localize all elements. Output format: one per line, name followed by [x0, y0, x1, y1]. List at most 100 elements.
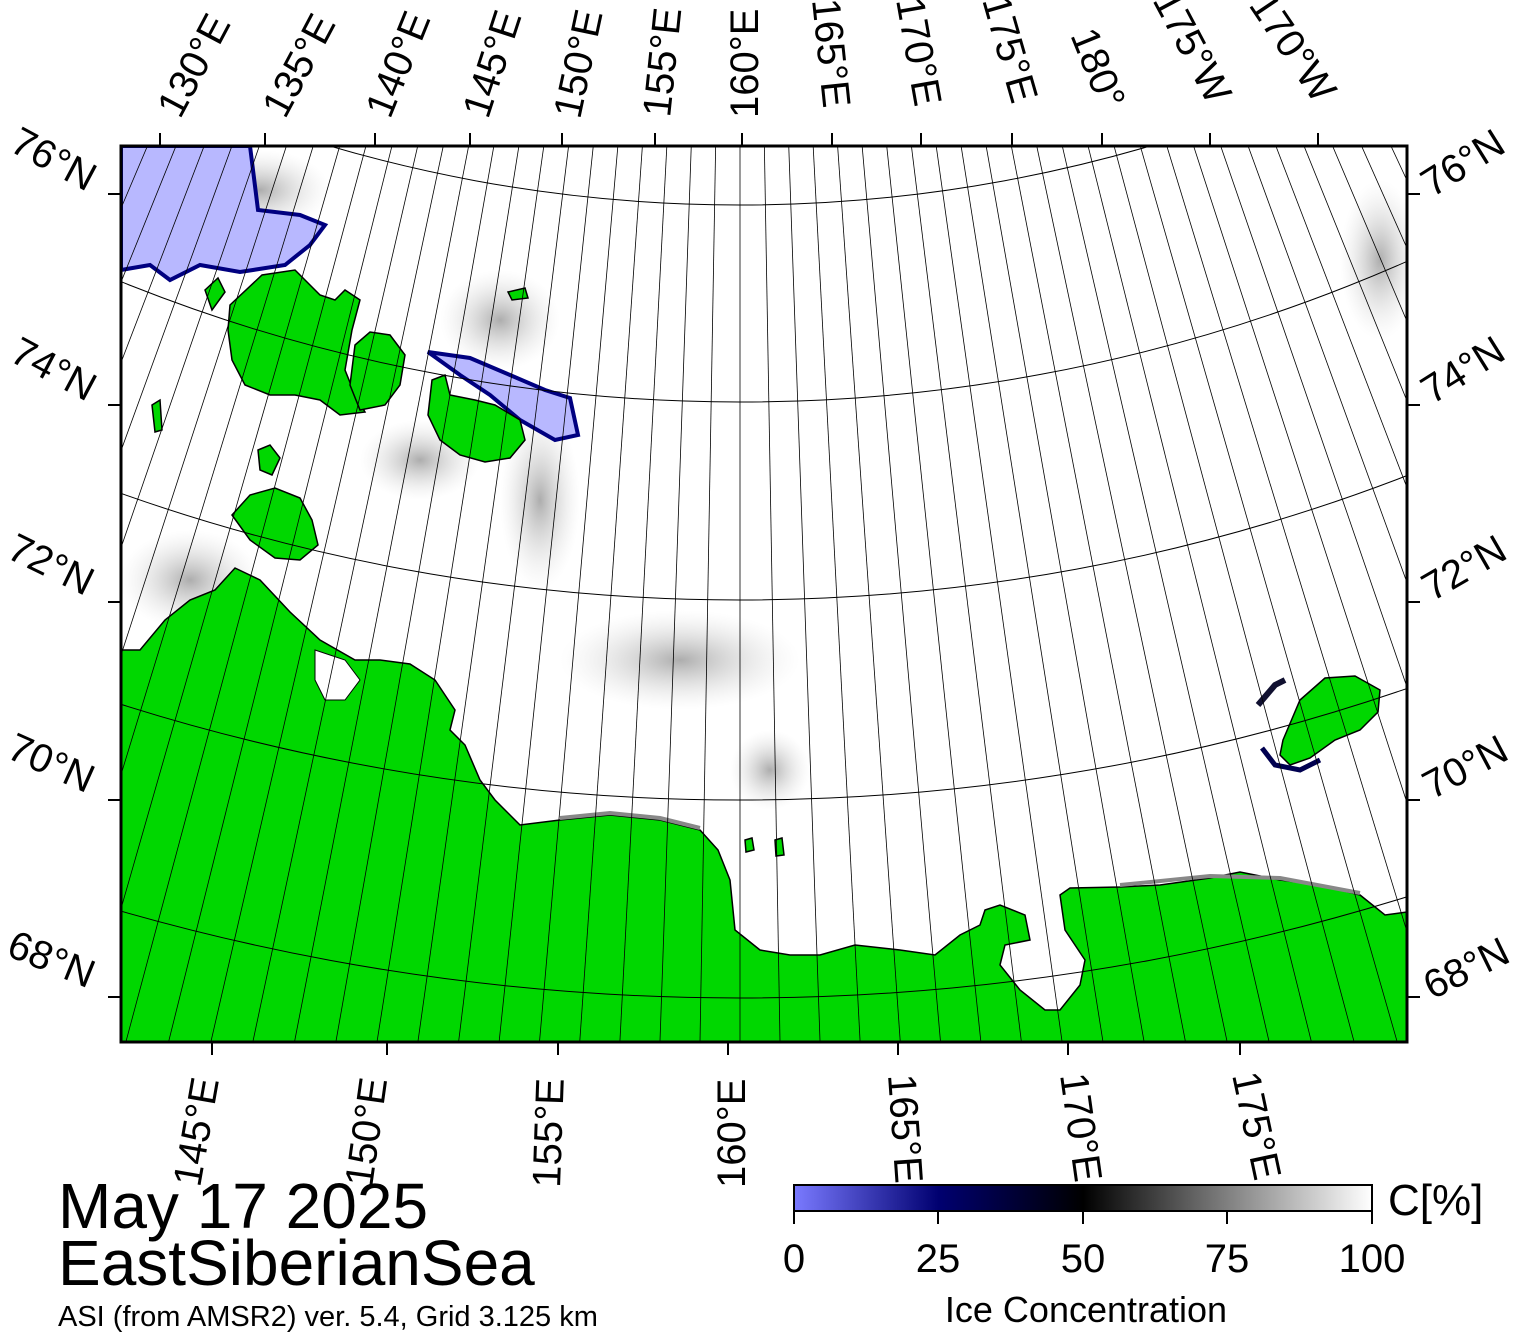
- meridian-line: [1113, 146, 1355, 1042]
- left-lat-label: 76°N: [4, 119, 104, 200]
- meridian-line: [1510, 0, 1527, 720]
- meridian-line: [911, 146, 1022, 1042]
- meridian-line: [1220, 146, 1407, 689]
- colorbar-tick: 75: [1205, 1237, 1250, 1281]
- left-lat-label: 68°N: [2, 923, 101, 997]
- top-lon-label: 140°E: [358, 5, 440, 123]
- meridian-line: [539, 146, 619, 1042]
- colorbar-unit: C[%]: [1388, 1176, 1483, 1225]
- right-lat-label: 68°N: [1417, 929, 1517, 1008]
- colorbar-tick: 0: [783, 1237, 805, 1281]
- meridian-line: [1139, 146, 1398, 1042]
- map-date: May 17 2025: [58, 1170, 428, 1242]
- bottom-lon-label: 165°E: [879, 1073, 931, 1185]
- top-lon-label: 135°E: [254, 7, 344, 124]
- top-lon-label: 175°E: [973, 0, 1045, 108]
- meridian-line: [458, 146, 569, 1042]
- map-region: EastSiberianSea: [58, 1227, 535, 1299]
- right-lat-label: 76°N: [1413, 121, 1512, 206]
- lyakhovsky-island-big: [231, 487, 319, 561]
- meridian-line: [1247, 146, 1407, 584]
- meridian-line: [1193, 146, 1407, 805]
- top-lon-label: 165°E: [803, 0, 858, 110]
- bottom-lon-label: 155°E: [525, 1077, 573, 1188]
- top-lon-label: 155°E: [635, 6, 690, 119]
- top-lon-label: 170°W: [1241, 0, 1345, 110]
- meridian-line: [1166, 146, 1407, 934]
- meridian-line: [121, 146, 287, 657]
- meridian-line: [886, 146, 982, 1042]
- tick-marks: [108, 133, 1420, 1055]
- colorbar-tick: 50: [1061, 1237, 1106, 1281]
- meridian-line: [1036, 146, 1228, 1042]
- meridian-line: [1439, 0, 1527, 823]
- right-lat-label: 72°N: [1415, 527, 1514, 610]
- meridian-line: [252, 146, 444, 1042]
- left-lat-label: 72°N: [1, 526, 101, 605]
- left-lat-label: 70°N: [1, 725, 101, 802]
- meridian-line: [1457, 0, 1527, 798]
- meridian-line: [788, 146, 821, 1042]
- meridian-line: [812, 146, 861, 1042]
- meridian-line: [935, 146, 1063, 1042]
- meridian-line: [0, 0, 41, 823]
- islet-4: [744, 837, 755, 853]
- meridian-line: [210, 146, 419, 1042]
- meridian-line: [579, 146, 643, 1042]
- top-longitude-labels: 130°E 135°E 140°E 145°E 150°E 155°E 160°…: [149, 0, 1344, 124]
- meridian-line: [1087, 146, 1312, 1042]
- meridian-line: [125, 146, 367, 1042]
- bay-inlet: [314, 649, 361, 701]
- meridian-line: [376, 146, 520, 1042]
- top-lon-label: 145°E: [455, 5, 531, 123]
- left-latitude-labels: 76°N 74°N 72°N 70°N 68°N: [1, 119, 103, 997]
- bottom-lon-label: 175°E: [1223, 1068, 1289, 1184]
- meridian-line: [121, 146, 260, 549]
- lyakhovsky-island-small: [257, 444, 281, 476]
- low-ice-region-2: [426, 350, 581, 443]
- meridian-line: [1010, 146, 1186, 1042]
- meridian-line: [0, 0, 23, 798]
- mainland-siberia: [121, 567, 1407, 1042]
- low-ice-region: [121, 146, 329, 283]
- meridian-line: [498, 146, 594, 1042]
- wrangel-island: [1279, 675, 1381, 766]
- top-lon-label: 170°E: [887, 0, 949, 109]
- islet-1: [204, 276, 226, 312]
- right-lat-label: 70°N: [1416, 727, 1516, 808]
- meridian-line: [0, 0, 5, 773]
- islet-2: [151, 398, 163, 433]
- meridian-line: [960, 146, 1104, 1042]
- top-lon-label: 180°: [1062, 22, 1134, 115]
- colorbar: 0 25 50 75 100 Ice Concentration C[%]: [783, 1176, 1483, 1330]
- meridian-line: [121, 146, 314, 777]
- meridian-line: [1421, 0, 1527, 847]
- right-lat-label: 74°N: [1413, 328, 1512, 413]
- meridian-line: [294, 146, 470, 1042]
- colorbar-tick: 25: [916, 1237, 961, 1281]
- meridian-line: [1061, 146, 1270, 1042]
- meridian-line: [1402, 0, 1527, 870]
- meridian-line: [985, 146, 1145, 1042]
- top-lon-label: 175°W: [1144, 0, 1240, 111]
- top-lon-label: 160°E: [723, 9, 767, 118]
- meridian-line: [619, 146, 668, 1042]
- meridian-line: [121, 146, 341, 911]
- meridian-line: [417, 146, 545, 1042]
- meridian-line: [861, 146, 941, 1042]
- data-source: ASI (from AMSR2) ver. 5.4, Grid 3.125 km: [58, 1301, 598, 1333]
- colorbar-gradient: [793, 1184, 1373, 1212]
- bottom-lon-label: 170°E: [1051, 1070, 1110, 1184]
- top-lon-label: 130°E: [149, 7, 239, 124]
- map-frame: [119, 144, 1409, 1044]
- meridian-line: [659, 146, 692, 1042]
- right-latitude-labels: 76°N 74°N 72°N 70°N 68°N: [1413, 121, 1516, 1008]
- left-lat-label: 74°N: [4, 329, 104, 410]
- bottom-lon-label: 160°E: [710, 1079, 754, 1188]
- map-area: [0, 0, 1527, 1042]
- top-lon-label: 150°E: [546, 6, 612, 122]
- colorbar-tick: 100: [1339, 1237, 1406, 1281]
- graticule: [0, 0, 1527, 1042]
- meridian-line: [1475, 0, 1527, 773]
